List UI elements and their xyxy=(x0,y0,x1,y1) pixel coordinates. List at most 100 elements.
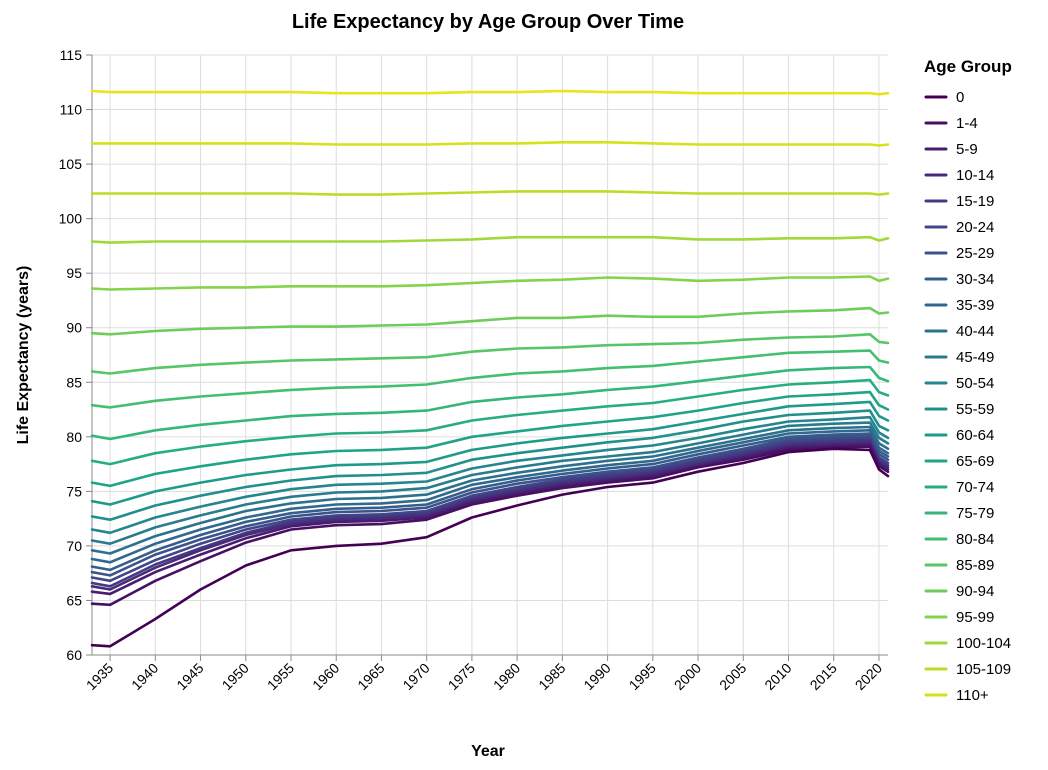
x-tick-label: 1970 xyxy=(399,660,432,693)
series-line-70-74 xyxy=(90,378,890,466)
y-tick-label: 100 xyxy=(59,211,83,227)
x-tick-label: 2005 xyxy=(716,660,749,693)
legend-label: 15-19 xyxy=(956,193,994,210)
series-line-105-109 xyxy=(90,190,890,196)
legend-title: Age Group xyxy=(924,57,1012,76)
series-line-15-19 xyxy=(90,438,890,588)
x-tick-label: 1940 xyxy=(128,660,161,693)
series-line-10-14 xyxy=(90,441,890,591)
legend-item-60-64: 60-64 xyxy=(924,427,994,444)
series-line-95-99 xyxy=(90,275,890,291)
series-line-0 xyxy=(90,447,890,648)
series-line-80-84 xyxy=(90,349,890,409)
legend-item-1-4: 1-4 xyxy=(924,115,978,132)
plot-area xyxy=(90,89,890,648)
legend-label: 65-69 xyxy=(956,453,994,470)
x-tick-label: 1975 xyxy=(445,660,478,693)
x-tick-label: 2000 xyxy=(671,660,704,693)
legend-item-20-24: 20-24 xyxy=(924,219,994,236)
series-line-1-4 xyxy=(90,445,890,607)
x-tick-label: 1945 xyxy=(173,660,206,693)
legend-item-100-104: 100-104 xyxy=(924,635,1011,652)
x-tick-label: 1955 xyxy=(264,660,297,693)
series-line-85-89 xyxy=(90,333,890,375)
x-tick-label: 1995 xyxy=(626,660,659,693)
legend-item-30-34: 30-34 xyxy=(924,271,994,288)
legend-label: 5-9 xyxy=(956,141,978,158)
legend-label: 20-24 xyxy=(956,219,994,236)
series-line-unlabeled xyxy=(90,89,890,96)
legend-label: 95-99 xyxy=(956,609,994,626)
legend-label: 30-34 xyxy=(956,271,994,288)
legend-label: 110+ xyxy=(956,687,989,704)
legend-item-15-19: 15-19 xyxy=(924,193,994,210)
legend-label: 105-109 xyxy=(956,661,1011,678)
legend-item-55-59: 55-59 xyxy=(924,401,994,418)
x-tick-label: 1985 xyxy=(535,660,568,693)
series-line-40-44 xyxy=(90,425,890,555)
y-tick-label: 80 xyxy=(66,429,82,445)
legend-label: 0 xyxy=(956,89,964,106)
series-line-75-79 xyxy=(90,365,890,441)
legend-label: 85-89 xyxy=(956,557,994,574)
x-axis-title: Year xyxy=(471,743,505,760)
y-axis-title: Life Expectancy (years) xyxy=(15,266,32,445)
y-tick-label: 85 xyxy=(66,374,82,390)
x-tick-label: 1960 xyxy=(309,660,342,693)
x-tick-label: 1950 xyxy=(219,660,252,693)
legend-item-25-29: 25-29 xyxy=(924,245,994,262)
legend-item-10-14: 10-14 xyxy=(924,167,994,184)
y-tick-label: 90 xyxy=(66,320,82,336)
legend-label: 40-44 xyxy=(956,323,994,340)
x-tick-label: 2015 xyxy=(807,660,840,693)
x-tick-label: 2020 xyxy=(852,660,885,693)
series-line-100-104 xyxy=(90,235,890,244)
y-tick-label: 95 xyxy=(66,265,82,281)
series-line-90-94 xyxy=(90,306,890,336)
x-tick-label: 1935 xyxy=(83,660,116,693)
y-tick-label: 110 xyxy=(60,102,83,118)
series-line-60-64 xyxy=(90,400,890,506)
y-axis: 60 65 70 75 80 85 90 95 100 105 110 115 xyxy=(59,47,93,663)
series-line-20-24 xyxy=(90,436,890,583)
legend-item-95-99: 95-99 xyxy=(924,609,994,626)
y-tick-label: 70 xyxy=(66,538,82,554)
legend-label: 70-74 xyxy=(956,479,994,496)
y-tick-label: 75 xyxy=(66,483,82,499)
y-tick-label: 115 xyxy=(60,47,83,63)
legend-item-80-84: 80-84 xyxy=(924,531,994,548)
series-line-30-34 xyxy=(90,432,890,572)
legend-item-50-54: 50-54 xyxy=(924,375,994,392)
legend-label: 90-94 xyxy=(956,583,994,600)
y-tick-label: 105 xyxy=(59,156,83,172)
y-tick-label: 60 xyxy=(66,647,82,663)
legend-item-45-49: 45-49 xyxy=(924,349,994,366)
series-line-5-9 xyxy=(90,443,890,596)
series-line-55-59 xyxy=(90,409,890,521)
legend-item-105-109: 105-109 xyxy=(924,661,1011,678)
legend-label: 1-4 xyxy=(956,115,978,132)
y-tick-label: 65 xyxy=(66,592,82,608)
legend-item-5-9: 5-9 xyxy=(924,141,978,158)
legend-label: 75-79 xyxy=(956,505,994,522)
legend-item-40-44: 40-44 xyxy=(924,323,994,340)
legend-item-70-74: 70-74 xyxy=(924,479,994,496)
series-line-65-69 xyxy=(90,390,890,488)
x-tick-label: 1980 xyxy=(490,660,523,693)
legend-label: 35-39 xyxy=(956,297,994,314)
series-line-35-39 xyxy=(90,429,890,564)
x-tick-label: 1965 xyxy=(354,660,387,693)
legend-label: 80-84 xyxy=(956,531,994,548)
legend-item-75-79: 75-79 xyxy=(924,505,994,522)
legend-item-35-39: 35-39 xyxy=(924,297,994,314)
x-tick-label: 2010 xyxy=(761,660,794,693)
legend-item-65-69: 65-69 xyxy=(924,453,994,470)
legend-label: 55-59 xyxy=(956,401,994,418)
series-line-25-29 xyxy=(90,434,890,577)
legend-item-0: 0 xyxy=(924,89,964,106)
legend: Age Group 0 1-4 5-9 10-14 15-19 20-24 25-29 30-… xyxy=(924,57,1012,704)
legend-item-85-89: 85-89 xyxy=(924,557,994,574)
legend-item-110plus: 110+ xyxy=(924,687,989,704)
legend-label: 50-54 xyxy=(956,375,994,392)
